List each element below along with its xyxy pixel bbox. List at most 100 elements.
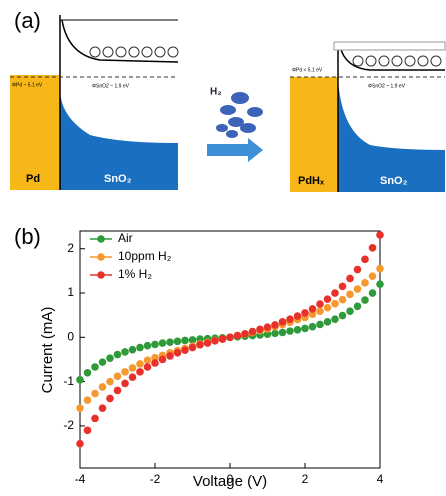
point: [121, 348, 129, 356]
y-tick-label: -2: [63, 418, 74, 432]
arrow: [207, 138, 263, 162]
y-tick-label: 0: [67, 329, 74, 343]
point: [354, 285, 362, 293]
barrier-label: ΦPd < 5.1 eV: [292, 67, 323, 73]
oxide-label: SnO₂: [380, 175, 408, 187]
x-tick-label: 2: [302, 472, 309, 486]
point: [99, 404, 107, 412]
metal-label: PdHₓ: [298, 175, 325, 187]
point: [346, 291, 354, 299]
legend-label: 10ppm H₂: [118, 249, 172, 263]
point: [76, 404, 84, 412]
point: [249, 328, 257, 336]
y-tick-label: -1: [63, 374, 74, 388]
point: [331, 289, 339, 297]
point: [324, 318, 332, 326]
point: [76, 376, 84, 384]
point: [151, 359, 159, 367]
point: [279, 329, 287, 337]
point: [181, 346, 189, 354]
point: [294, 312, 302, 320]
point: [361, 296, 369, 304]
point: [174, 338, 182, 346]
point: [286, 327, 294, 335]
point: [159, 356, 167, 364]
point: [376, 280, 384, 288]
point: [144, 357, 152, 365]
point: [279, 318, 287, 326]
point: [144, 363, 152, 371]
point: [241, 330, 249, 338]
gap-label: ΦSnO2 ~ 1.9 eV: [368, 83, 406, 89]
electrons: [353, 56, 441, 66]
point: [136, 368, 144, 376]
molecules: [216, 92, 263, 138]
point: [91, 390, 99, 398]
point: [376, 231, 384, 239]
point: [91, 415, 99, 423]
point: [106, 395, 114, 403]
point: [99, 383, 107, 391]
point: [339, 312, 347, 320]
point: [339, 296, 347, 304]
point: [369, 272, 377, 280]
point: [361, 256, 369, 264]
panel-label: (b): [14, 224, 41, 249]
point: [324, 304, 332, 312]
point: [99, 358, 107, 366]
point: [271, 321, 279, 329]
point: [151, 341, 159, 349]
point: [256, 326, 264, 334]
x-tick-label: -4: [75, 472, 86, 486]
x-tick-label: 0: [227, 472, 234, 486]
point: [316, 321, 324, 329]
point: [324, 295, 332, 303]
point: [211, 337, 219, 345]
legend-label: 1% H₂: [118, 267, 152, 281]
point: [309, 323, 317, 331]
point: [159, 339, 167, 347]
point: [114, 387, 122, 395]
point: [219, 335, 227, 343]
point: [331, 300, 339, 308]
point: [174, 349, 182, 357]
point: [196, 341, 204, 349]
y-tick-label: 2: [67, 241, 74, 255]
point: [339, 283, 347, 291]
point: [264, 323, 272, 331]
y-axis-title: Current (mA): [39, 307, 56, 394]
point: [181, 337, 189, 345]
metal-label: Pd: [26, 173, 40, 185]
point: [369, 244, 377, 252]
y-tick-label: 1: [67, 285, 74, 299]
point: [114, 351, 122, 359]
point: [106, 378, 114, 386]
point: [121, 368, 129, 376]
x-tick-label: 4: [377, 472, 384, 486]
legend-marker: [97, 235, 105, 243]
point: [129, 364, 137, 372]
point: [316, 300, 324, 308]
point: [234, 332, 242, 340]
point: [144, 342, 152, 350]
point: [91, 363, 99, 371]
point: [129, 373, 137, 381]
figure: (a) ΦPd ~ 5.1 eV ΦSnO2 ~ 1.9 eV Pd SnO₂ …: [0, 0, 446, 491]
point: [346, 275, 354, 283]
x-tick-label: -2: [150, 472, 161, 486]
electrons: [90, 47, 178, 57]
page: (a) ΦPd ~ 5.1 eV ΦSnO2 ~ 1.9 eV Pd SnO₂ …: [0, 0, 446, 491]
gas-label: H₂: [210, 87, 222, 98]
point: [204, 339, 212, 347]
point: [84, 396, 92, 404]
point: [361, 279, 369, 287]
point: [166, 352, 174, 360]
point: [376, 265, 384, 273]
band-top: [334, 42, 445, 50]
point: [354, 266, 362, 274]
point: [189, 344, 197, 352]
legend-marker: [97, 253, 105, 261]
point: [286, 315, 294, 323]
point: [136, 344, 144, 352]
band-edge: [62, 20, 178, 62]
